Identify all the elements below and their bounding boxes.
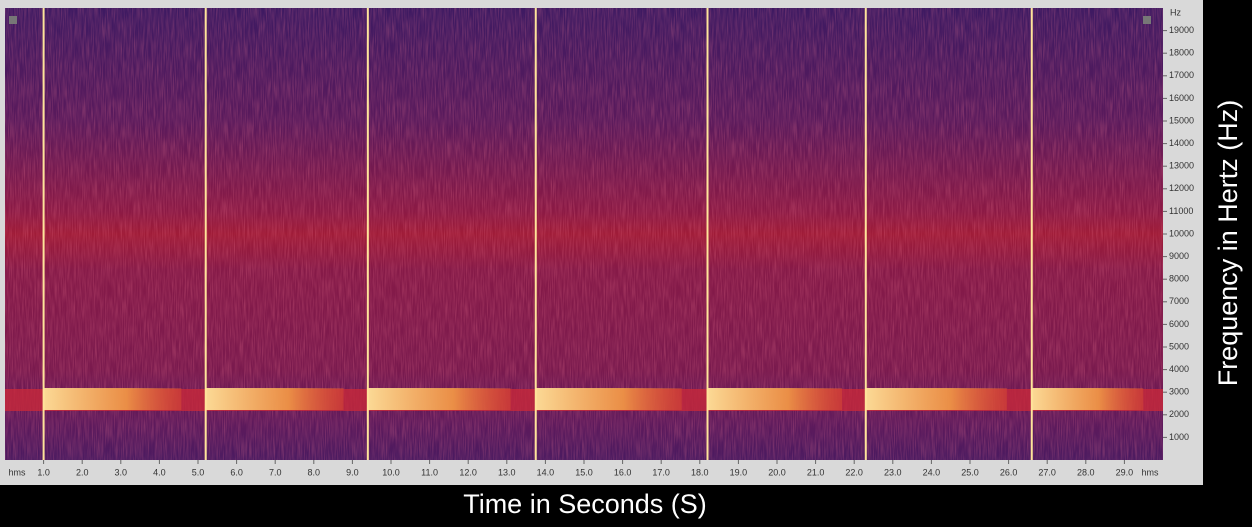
texture <box>5 8 1163 460</box>
x-tick-label: 1.0 <box>37 467 50 477</box>
y-tick-label: 16000 <box>1169 93 1194 103</box>
x-tick-label: 18.0 <box>691 467 709 477</box>
x-tick-label: 5.0 <box>192 467 205 477</box>
y-tick-label: 4000 <box>1169 364 1189 374</box>
x-tick-label: 20.0 <box>768 467 786 477</box>
corner-icon <box>9 16 17 24</box>
x-tick-label: 29.0 <box>1116 467 1134 477</box>
y-tick-label: 13000 <box>1169 161 1194 171</box>
y-unit: Hz <box>1170 7 1181 17</box>
x-tick-label: 4.0 <box>153 467 166 477</box>
x-tick-label: 9.0 <box>346 467 359 477</box>
tone-glow <box>205 388 344 410</box>
y-tick-label: 9000 <box>1169 251 1189 261</box>
x-tick-label: 14.0 <box>537 467 555 477</box>
x-tick-label: 12.0 <box>459 467 477 477</box>
y-tick-label: 5000 <box>1169 341 1189 351</box>
y-tick-label: 14000 <box>1169 138 1194 148</box>
y-axis-title: Frequency in Hertz (Hz) <box>1213 100 1243 387</box>
y-tick-label: 18000 <box>1169 48 1194 58</box>
x-tick-label: 3.0 <box>115 467 128 477</box>
y-tick-label: 15000 <box>1169 115 1194 125</box>
x-tick-label: 7.0 <box>269 467 282 477</box>
x-tick-label: 15.0 <box>575 467 593 477</box>
y-tick-label: 1000 <box>1169 432 1189 442</box>
x-tick-label: 8.0 <box>308 467 321 477</box>
x-tick-label: 27.0 <box>1038 467 1056 477</box>
x-tick-label: 23.0 <box>884 467 902 477</box>
x-tick-label: 6.0 <box>230 467 243 477</box>
y-tick-label: 12000 <box>1169 183 1194 193</box>
y-tick-label: 10000 <box>1169 228 1194 238</box>
x-tick-label: 19.0 <box>730 467 748 477</box>
x-tick-label: 28.0 <box>1077 467 1095 477</box>
tone-glow <box>1031 388 1144 410</box>
x-axis-title: Time in Seconds (S) <box>463 489 707 519</box>
x-tick-label: 17.0 <box>652 467 670 477</box>
corner-icon <box>1143 16 1151 24</box>
x-tick-label: 21.0 <box>807 467 825 477</box>
x-tick-label: 10.0 <box>382 467 400 477</box>
tone-glow <box>367 388 511 410</box>
y-tick-label: 7000 <box>1169 296 1189 306</box>
x-tick-label: 26.0 <box>1000 467 1018 477</box>
x-tick-label: 22.0 <box>845 467 863 477</box>
x-unit: hms <box>1141 467 1159 477</box>
x-tick-label: 24.0 <box>923 467 941 477</box>
y-tick-label: 17000 <box>1169 70 1194 80</box>
x-tick-label: 11.0 <box>421 467 438 477</box>
tone-glow <box>707 388 843 410</box>
tone-glow <box>535 388 682 410</box>
x-tick-label: 2.0 <box>76 467 89 477</box>
tone-glow <box>43 388 182 410</box>
y-tick-label: 2000 <box>1169 409 1189 419</box>
y-tick-label: 6000 <box>1169 319 1189 329</box>
x-unit: hms <box>8 467 26 477</box>
tone-glow <box>865 388 1007 410</box>
x-tick-label: 25.0 <box>961 467 979 477</box>
x-tick-label: 13.0 <box>498 467 516 477</box>
y-tick-label: 11000 <box>1169 206 1193 216</box>
y-tick-label: 8000 <box>1169 274 1189 284</box>
y-tick-label: 3000 <box>1169 387 1189 397</box>
y-tick-label: 19000 <box>1169 25 1194 35</box>
x-tick-label: 16.0 <box>614 467 632 477</box>
